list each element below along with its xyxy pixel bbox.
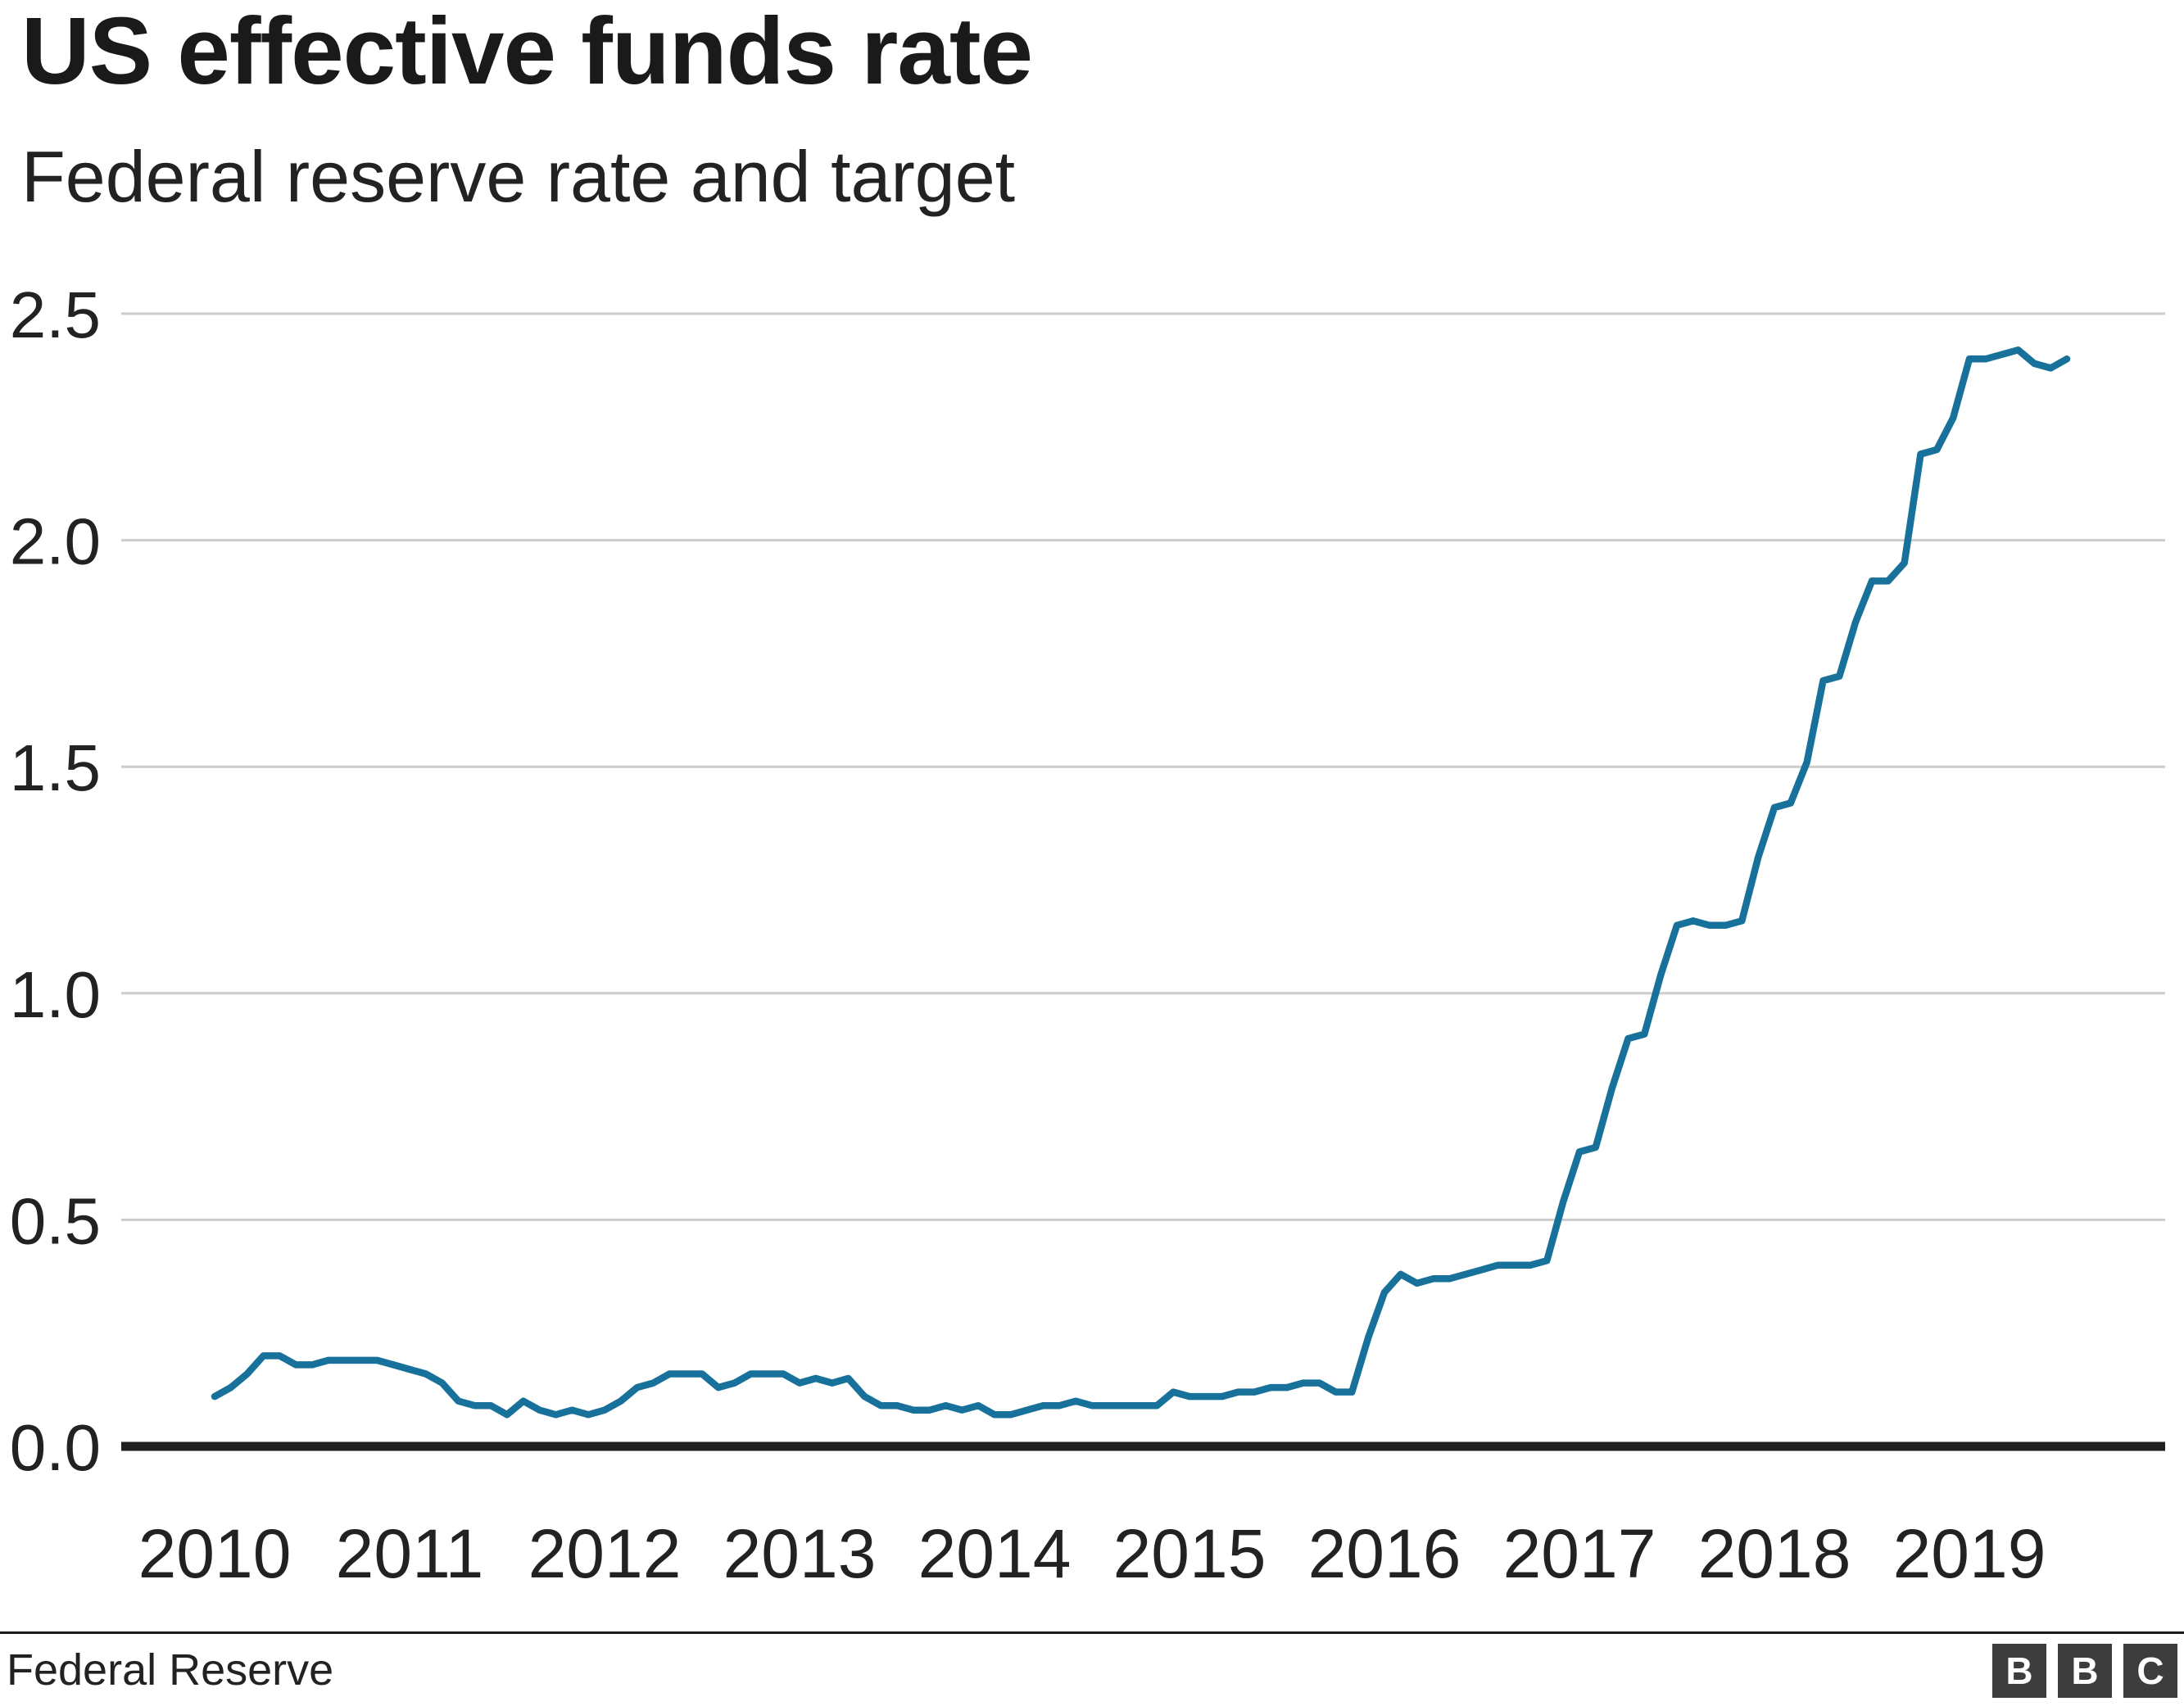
bbc-logo: B B C bbox=[1992, 1644, 2177, 1698]
source-label: Federal Reserve bbox=[7, 1645, 334, 1695]
x-tick-label-2014: 2014 bbox=[918, 1515, 1072, 1592]
x-tick-label-2012: 2012 bbox=[528, 1515, 682, 1592]
y-tick-label-1.5: 1.5 bbox=[10, 731, 101, 804]
y-tick-label-1.0: 1.0 bbox=[10, 958, 101, 1031]
x-tick-label-2017: 2017 bbox=[1503, 1515, 1656, 1592]
footer-divider bbox=[0, 1631, 2184, 1634]
bbc-logo-block-b1: B bbox=[1992, 1644, 2046, 1698]
y-tick-label-0.5: 0.5 bbox=[10, 1184, 101, 1257]
rate-line bbox=[211, 346, 2071, 1419]
x-tick-label-2016: 2016 bbox=[1308, 1515, 1461, 1592]
y-tick-label-2.0: 2.0 bbox=[10, 505, 101, 578]
bbc-logo-block-b2: B bbox=[2058, 1644, 2112, 1698]
y-tick-label-2.5: 2.5 bbox=[10, 278, 101, 351]
x-tick-label-2013: 2013 bbox=[723, 1515, 877, 1592]
x-tick-label-2019: 2019 bbox=[1893, 1515, 2046, 1592]
x-tick-label-2011: 2011 bbox=[336, 1515, 484, 1592]
bbc-logo-block-c: C bbox=[2123, 1644, 2177, 1698]
chart-subtitle: Federal reserve rate and target bbox=[21, 136, 1016, 217]
x-tick-label-2010: 2010 bbox=[138, 1515, 292, 1592]
x-tick-label-2015: 2015 bbox=[1113, 1515, 1266, 1592]
y-tick-label-0.0: 0.0 bbox=[10, 1411, 101, 1484]
x-tick-label-2018: 2018 bbox=[1698, 1515, 1851, 1592]
chart-title: US effective funds rate bbox=[21, 0, 1033, 104]
